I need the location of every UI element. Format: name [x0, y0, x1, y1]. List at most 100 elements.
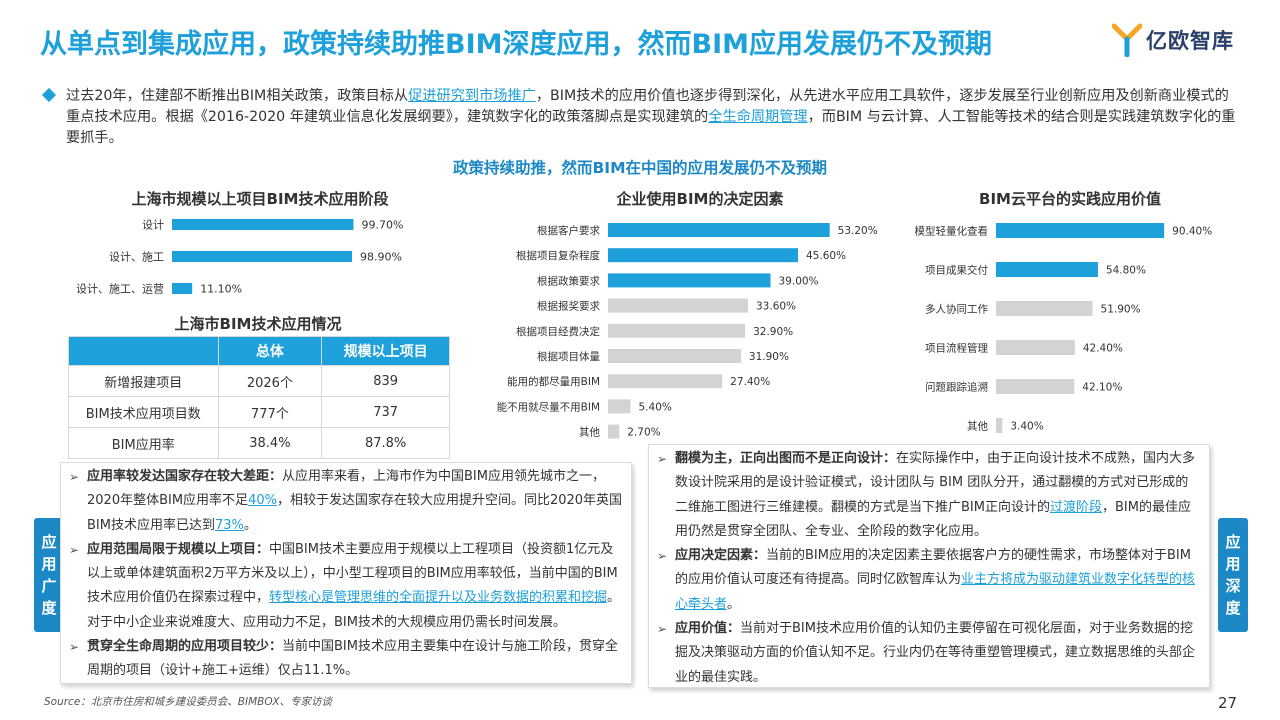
table-cell: BIM应用率 [68, 427, 219, 459]
data-label: 3.40% [1010, 421, 1043, 433]
brand-logo: 亿欧智库 [1112, 20, 1234, 60]
bar [172, 283, 193, 294]
bar [608, 248, 798, 263]
bar [996, 379, 1075, 394]
table-cell: 839 [321, 365, 450, 397]
bar [172, 251, 352, 262]
category-label: 能不用就尽量不用BIM [497, 400, 600, 413]
side-label-depth: 应用深度 [1218, 518, 1248, 632]
bar [608, 399, 631, 414]
table-title: 上海市BIM技术应用情况 [174, 315, 342, 333]
category-label: 问题跟踪追溯 [925, 381, 988, 394]
chart2-title: 企业使用BIM的决定因素 [616, 190, 784, 208]
bar [996, 262, 1098, 277]
data-label: 54.80% [1106, 265, 1146, 277]
page-title: 从单点到集成应用，政策持续助推BIM深度应用，然而BIM应用发展仍不及预期 [40, 29, 992, 60]
table-cell: 737 [321, 396, 450, 428]
data-label: 98.90% [360, 251, 402, 264]
category-label: 根据政策要求 [537, 274, 600, 287]
bar [608, 323, 746, 338]
table-cell: BIM技术应用项目数 [68, 396, 219, 428]
bar [608, 424, 620, 439]
chart-decision-factors: 根据客户要求 53.20% 根据项目复杂程度 45.60% 根据政策要求 39.00% 根据… [497, 223, 878, 439]
category-label: 其他 [579, 426, 600, 439]
data-label: 51.90% [1101, 304, 1141, 316]
data-label: 53.20% [838, 225, 878, 237]
arrow-bullet-icon: ➢ [69, 640, 80, 655]
table-row: BIM技术应用项目数 777个 737 [68, 396, 450, 428]
table-header-cell: 规模以上项目 [321, 336, 450, 366]
category-label: 根据报奖要求 [537, 300, 600, 313]
arrow-bullet-icon: ➢ [69, 470, 80, 484]
breadth-panel: ➢ 应用率较发达国家存在较大差距：从应用率来看，上海市作为中国BIM应用领先城市… [60, 462, 632, 684]
category-label: 根据项目体量 [537, 350, 600, 363]
arrow-bullet-icon: ➢ [657, 549, 668, 564]
data-label: 90.40% [1172, 226, 1212, 238]
bar [996, 301, 1093, 316]
list-item: ➢ 应用价值：当前对于BIM技术应用价值的认知仍主要停留在可视化层面，对于业务数… [653, 617, 1201, 690]
logo-text: 亿欧智库 [1146, 29, 1234, 53]
data-label: 32.90% [753, 326, 793, 338]
chart-stage-usage: 设计 99.70% 设计、施工 98.90% 设计、施工、运营 11.10% [76, 219, 403, 296]
bar [608, 349, 741, 363]
bar [608, 374, 723, 389]
table-cell: 38.4% [217, 427, 323, 459]
chart3-title: BIM云平台的实践应用价值 [979, 190, 1161, 208]
category-label: 设计、施工 [109, 251, 164, 264]
intro-paragraph: 过去20年，住建部不断推出BIM相关政策，政策目标从促进研究到市场推广，BIM技… [41, 86, 1240, 149]
data-label: 2.70% [627, 427, 660, 439]
intro-highlight-1: 促进研究到市场推广 [408, 88, 536, 104]
table-header-cell [68, 336, 219, 366]
chart1-title: 上海市规模以上项目BIM技术应用阶段 [131, 190, 389, 208]
data-label: 42.40% [1083, 343, 1123, 355]
data-label: 42.10% [1082, 382, 1122, 394]
bar [996, 340, 1075, 355]
list-item: ➢ 应用率较发达国家存在较大差距：从应用率来看，上海市作为中国BIM应用领先城市… [65, 465, 623, 538]
list-item: ➢ 应用范围局限于规模以上项目：中国BIM技术主要应用于规模以上工程项目（投资额… [65, 538, 623, 635]
depth-panel: ➢ 翻模为主，正向出图而不是正向设计：在实际操作中，由于正向设计技术不成熟，国内… [648, 444, 1210, 688]
data-label: 31.90% [749, 351, 789, 363]
arrow-bullet-icon: ➢ [69, 542, 80, 557]
logo-mark-icon [1112, 23, 1142, 57]
bim-usage-table: 总体 规模以上项目 新增报建项目 2026个 839 BIM技术应用项目数 77… [68, 336, 450, 459]
table-cell: 2026个 [217, 365, 323, 397]
category-label: 项目成果交付 [925, 264, 988, 277]
list-item: ➢ 贯穿全生命周期的应用项目较少：当前中国BIM技术应用主要集中在设计与施工阶段… [65, 635, 623, 684]
intro-text-2: ，BIM技术的应用价值也逐步得到深化，从先进水平应用工具软件，逐步发展至行业创新… [66, 88, 1229, 125]
category-label: 多人协同工作 [925, 303, 988, 316]
category-label: 根据客户要求 [537, 224, 600, 237]
category-label: 模型轻量化查看 [915, 225, 989, 238]
table-header-row: 总体 规模以上项目 [68, 336, 450, 366]
side-label-text: 应用广度 [41, 533, 57, 617]
list-item: ➢ 应用决定因素：当前的BIM应用的决定因素主要依据客户方的硬性需求，市场整体对… [653, 544, 1201, 617]
bar [996, 223, 1165, 238]
table-cell: 87.8% [321, 427, 450, 459]
intro-text-3: ，而BIM 与云计算、人工智能等技术的结合则是实践建筑数字化的重要抓手。 [66, 109, 1236, 146]
list-item: ➢ 翻模为主，正向出图而不是正向设计：在实际操作中，由于正向设计技术不成熟，国内… [653, 447, 1201, 544]
data-label: 99.70% [361, 219, 403, 232]
category-label: 能用的都尽量用BIM [507, 375, 600, 388]
data-label: 39.00% [779, 275, 819, 287]
table-cell: 777个 [217, 396, 323, 428]
bar [172, 219, 354, 230]
table-header-cell: 总体 [217, 336, 323, 366]
bar [608, 298, 748, 313]
category-label: 根据项目复杂程度 [516, 249, 600, 262]
intro-highlight-2: 全生命周期管理 [708, 109, 808, 125]
category-label: 设计 [142, 219, 164, 232]
intro-text-1: 过去20年，住建部不断推出BIM相关政策，政策目标从 [66, 88, 409, 104]
bar [996, 418, 1003, 433]
data-label: 27.40% [730, 376, 770, 388]
table-cell: 新增报建项目 [68, 365, 219, 397]
data-label: 33.60% [756, 301, 796, 313]
category-label: 根据项目经费决定 [516, 325, 600, 338]
side-label-text: 应用深度 [1225, 533, 1241, 617]
side-label-breadth: 应用广度 [34, 518, 64, 632]
source-note: Source：北京市住房和城乡建设委员会、BIMBOX、专家访谈 [44, 696, 333, 708]
chart-cloud-value: 模型轻量化查看 90.40% 项目成果交付 54.80% 多人协同工作 51.90% 项目流… [915, 223, 1212, 433]
table-row: BIM应用率 38.4% 87.8% [68, 427, 450, 459]
category-label: 项目流程管理 [925, 342, 988, 355]
category-label: 其他 [967, 420, 988, 433]
bar [608, 273, 771, 288]
bar [608, 223, 830, 237]
